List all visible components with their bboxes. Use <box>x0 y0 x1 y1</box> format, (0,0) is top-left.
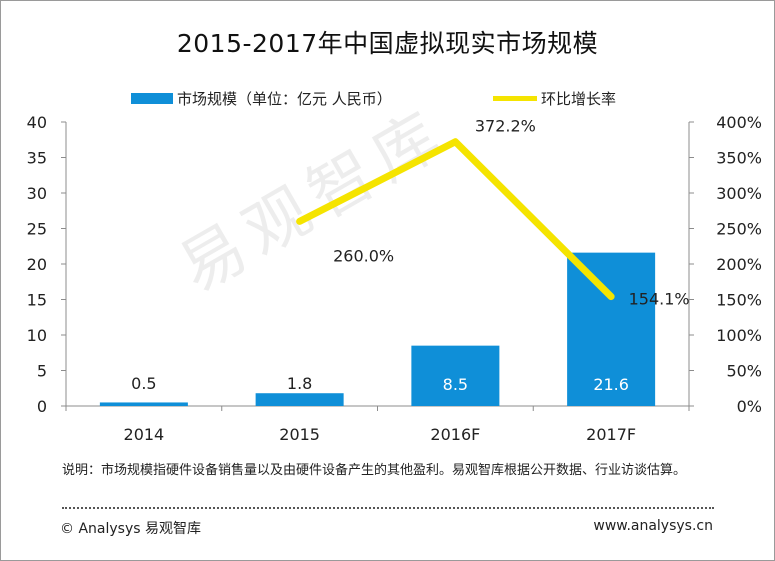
y-left-tick-label: 5 <box>37 362 47 381</box>
bar <box>567 252 656 406</box>
bar <box>411 345 500 406</box>
line-data-label: 154.1% <box>629 290 690 309</box>
chart-title: 2015-2017年中国虚拟现实市场规模 <box>176 29 599 58</box>
y-right-tick-label: 400% <box>716 113 762 132</box>
legend-label-growth-rate: 环比增长率 <box>541 90 617 108</box>
chart-legend: 市场规模（单位：亿元 人民币） 环比增长率 <box>0 88 775 108</box>
y-right-tick-label: 350% <box>716 149 762 168</box>
footer-divider <box>62 507 714 509</box>
y-right-tick-label: 0% <box>737 397 762 416</box>
y-left-tick-label: 25 <box>27 220 47 239</box>
bar <box>255 393 344 406</box>
chart-note: 说明：市场规模指硬件设备销售量以及由硬件设备产生的其他盈利。易观智库根据公开数据… <box>62 463 687 478</box>
legend-swatch-line <box>493 96 537 101</box>
footer-copyright: © Analysys 易观智库 <box>60 521 201 537</box>
y-left-tick-label: 0 <box>37 397 47 416</box>
y-right-tick-label: 200% <box>716 255 762 274</box>
bar <box>99 402 188 406</box>
x-tick-label: 2017F <box>586 425 636 444</box>
y-left-tick-label: 30 <box>27 184 47 203</box>
y-left-tick-label: 15 <box>27 291 47 310</box>
footer-website: www.analysys.cn <box>593 518 713 534</box>
legend-swatch-bar <box>131 93 173 104</box>
line-data-label: 260.0% <box>333 246 394 265</box>
bar-data-label: 1.8 <box>287 374 312 393</box>
y-left-tick-label: 35 <box>27 149 47 168</box>
y-right-tick-label: 150% <box>716 291 762 310</box>
growth-rate-line <box>296 138 615 301</box>
y-right-tick-label: 300% <box>716 184 762 203</box>
x-tick-label: 2015 <box>279 425 320 444</box>
y-left-tick-label: 40 <box>27 113 47 132</box>
y-right-tick-label: 50% <box>726 362 762 381</box>
legend-label-market-size: 市场规模（单位：亿元 人民币） <box>177 90 392 108</box>
y-left-tick-label: 10 <box>27 326 47 345</box>
y-right-tick-label: 100% <box>716 326 762 345</box>
y-right-tick-label: 250% <box>716 220 762 239</box>
bar-data-label: 8.5 <box>443 375 468 394</box>
bar-data-label: 21.6 <box>593 375 629 394</box>
bar-data-label: 0.5 <box>131 374 156 393</box>
line-data-label: 372.2% <box>475 117 536 136</box>
legend-item-market-size: 市场规模（单位：亿元 人民币） <box>131 88 392 109</box>
legend-item-growth-rate: 环比增长率 <box>493 88 616 109</box>
x-tick-label: 2016F <box>430 425 480 444</box>
y-left-tick-label: 20 <box>27 255 47 274</box>
x-tick-label: 2014 <box>124 425 165 444</box>
